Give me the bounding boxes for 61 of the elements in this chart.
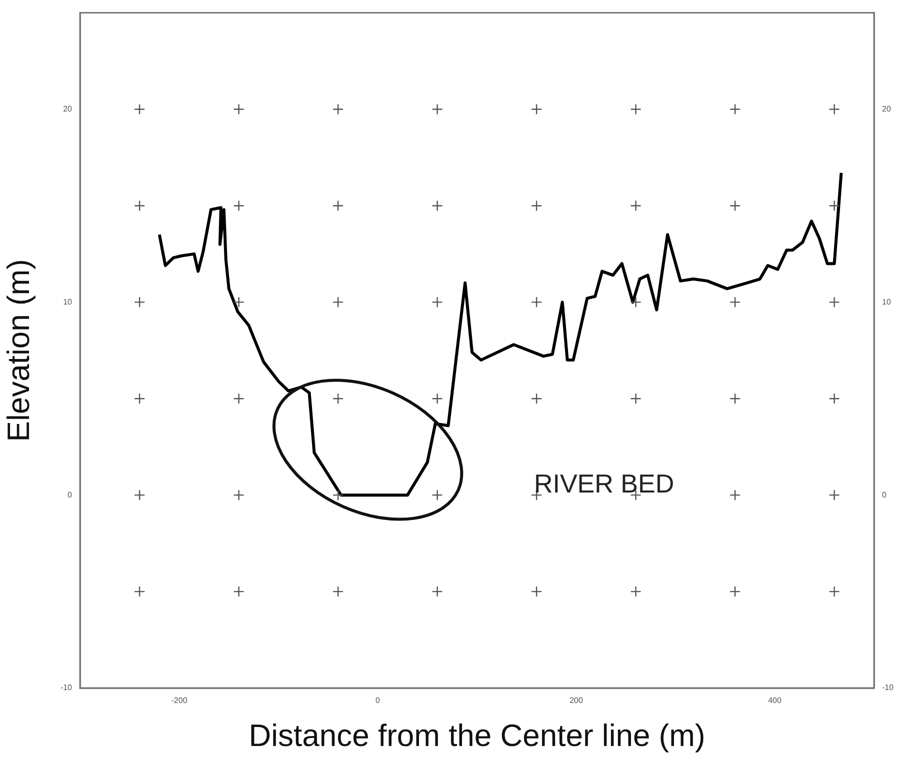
y-tick-label: 20 [63,104,73,114]
x-tick-label: 0 [376,696,381,706]
point [432,104,443,115]
point [432,393,443,404]
y2-tick-label: -10 [882,683,894,692]
point [332,489,344,501]
point [432,586,443,598]
point [630,104,642,115]
point [729,296,741,308]
point [729,586,741,598]
point [233,489,244,501]
point [828,393,840,404]
point [729,200,741,212]
point [233,586,244,598]
point [332,104,344,115]
y-tick-label: 10 [63,297,73,306]
point [530,104,542,115]
y2-tick-label: 20 [882,104,892,114]
point [828,104,840,115]
point [432,296,443,308]
x-tick-label: -200 [171,696,188,706]
y-axis-title: Elevation (m) [1,259,36,442]
point [134,393,146,404]
point [630,393,642,404]
point [134,489,146,501]
point [134,586,146,598]
x-tick-label: 400 [768,696,782,706]
point [134,104,146,115]
point [630,200,642,212]
y-tick-label: 0 [68,490,73,500]
point [432,489,443,501]
x-tick-label: 200 [570,696,584,706]
point [828,586,840,598]
point [729,489,741,501]
point [828,489,840,501]
point [432,200,443,212]
point [828,200,840,212]
point [233,200,244,212]
y-tick-label: -10 [60,683,73,692]
point [530,393,542,404]
point [233,393,244,404]
point [729,393,741,404]
point [530,200,542,212]
point [530,586,542,598]
point [828,296,840,308]
point [332,586,344,598]
point [134,296,146,308]
point [332,200,344,212]
annotation: RIVER BED [534,468,674,499]
point [332,296,344,308]
point [233,296,244,308]
point [134,200,146,212]
point [530,296,542,308]
point [630,586,642,598]
y2-tick-label: 10 [882,297,892,306]
x-axis-title: Distance from the Center line (m) [248,718,706,753]
point [630,296,642,308]
point [233,104,244,115]
point [729,104,741,115]
point [332,393,344,404]
y2-tick-label: 0 [882,490,887,500]
